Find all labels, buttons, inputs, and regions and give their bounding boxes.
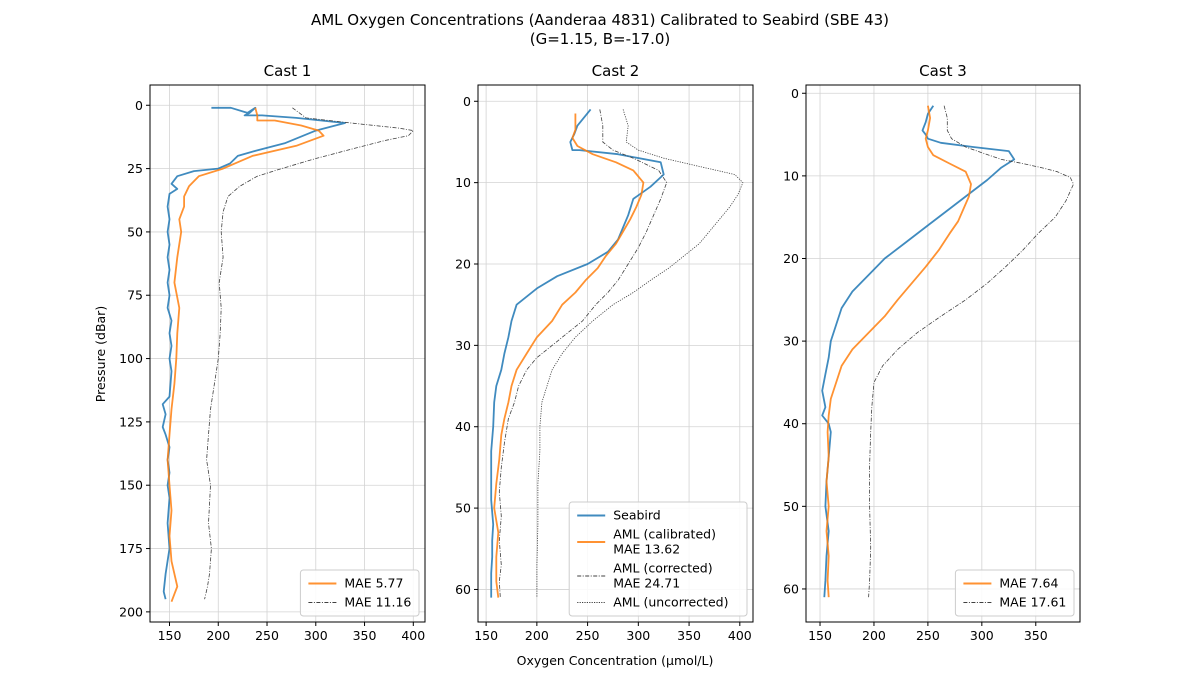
- series-line-calibrated: [493, 113, 645, 598]
- panel-cast-3: 150 200 250 300 350 0 10 20 30 40 50 60 Cast 3 MAE 7.…: [783, 62, 1081, 643]
- x-tick-label: 300: [304, 628, 328, 643]
- y-tick-label: 50: [127, 224, 143, 239]
- x-tick-label: 400: [728, 628, 752, 643]
- panel-cast-2: 150 200 250 300 350 400 0 10 20 30 40 50 60 Cast 2 Sea…: [455, 62, 754, 643]
- panels: 150 200 250 300 350 4000255075100125150175200…: [119, 62, 1081, 643]
- series-line-calibrated: [825, 105, 972, 598]
- y-tick-label: 25: [127, 161, 143, 176]
- legend-label: AML (calibrated): [613, 527, 716, 542]
- panel-title: Cast 3: [919, 62, 967, 80]
- legend-label: AML (corrected): [613, 561, 712, 576]
- y-tick-label: 0: [463, 94, 471, 109]
- legend-box: [568, 501, 748, 617]
- x-tick-label: 150: [158, 628, 182, 643]
- legend-label-mae: MAE 13.62: [613, 542, 680, 557]
- x-tick-label: 350: [1024, 628, 1048, 643]
- legend-label: MAE 5.77: [344, 576, 403, 591]
- legend-box: [299, 569, 420, 617]
- legend: Seabird AML (calibrated)MAE 13.62 AML (cor…: [568, 501, 748, 617]
- x-tick-label: 250: [255, 628, 279, 643]
- series-group: [821, 105, 1074, 598]
- y-tick-label: 0: [791, 86, 799, 101]
- legend-label: MAE 17.61: [999, 595, 1066, 610]
- y-tick-label: 20: [783, 251, 799, 266]
- y-tick-label: 200: [119, 604, 143, 619]
- x-tick-label: 400: [401, 628, 425, 643]
- y-tick-label: 40: [455, 419, 471, 434]
- y-tick-label: 175: [119, 541, 143, 556]
- series-line-corrected: [498, 109, 668, 598]
- x-tick-label: 350: [353, 628, 377, 643]
- series-line-seabird: [490, 108, 665, 598]
- y-tick-label: 10: [783, 168, 799, 183]
- legend-label: Seabird: [613, 508, 661, 523]
- y-tick-label: 125: [119, 414, 143, 429]
- legend-label: MAE 11.16: [344, 595, 411, 610]
- y-tick-label: 100: [119, 351, 143, 366]
- figure-title-line2: (G=1.15, B=-17.0): [530, 30, 671, 48]
- legend: MAE 5.77 MAE 11.16: [299, 569, 420, 617]
- x-tick-label: 150: [474, 628, 498, 643]
- x-tick-label: 350: [677, 628, 701, 643]
- series-line-calibrated: [166, 107, 325, 603]
- x-tick-label: 200: [206, 628, 230, 643]
- series-group: [490, 108, 744, 598]
- axes-frame: [149, 84, 426, 623]
- series-line-uncorrected: [536, 109, 744, 598]
- y-tick-label: 0: [135, 98, 143, 113]
- y-tick-label: 50: [783, 499, 799, 514]
- y-tick-label: 10: [455, 175, 471, 190]
- y-tick-label: 150: [119, 478, 143, 493]
- series-line-corrected: [868, 105, 1074, 598]
- y-axis-label: Pressure (dBar): [93, 306, 108, 402]
- x-tick-label: 250: [916, 628, 940, 643]
- y-tick-label: 30: [783, 334, 799, 349]
- y-tick-label: 60: [783, 581, 799, 596]
- y-tick-label: 30: [455, 338, 471, 353]
- legend-label: MAE 7.64: [999, 576, 1058, 591]
- legend-box: [954, 569, 1075, 617]
- legend-label-mae: MAE 24.71: [613, 576, 680, 591]
- x-tick-label: 200: [862, 628, 886, 643]
- y-tick-label: 75: [127, 288, 143, 303]
- y-tick-label: 50: [455, 501, 471, 516]
- x-tick-label: 150: [808, 628, 832, 643]
- x-tick-label: 300: [626, 628, 650, 643]
- y-tick-label: 40: [783, 416, 799, 431]
- y-tick-label: 20: [455, 257, 471, 272]
- x-tick-label: 300: [970, 628, 994, 643]
- x-axis-label: Oxygen Concentration (μmol/L): [517, 653, 714, 668]
- y-tick-label: 60: [455, 582, 471, 597]
- axes-frame: [805, 84, 1081, 623]
- x-tick-label: 200: [525, 628, 549, 643]
- panel-title: Cast 2: [592, 62, 640, 80]
- panel-cast-1: 150 200 250 300 350 400 0 25 50 75 100 125 150 175 200…: [119, 62, 426, 643]
- x-tick-label: 250: [576, 628, 600, 643]
- panel-title: Cast 1: [264, 62, 312, 80]
- series-line-corrected: [204, 107, 414, 600]
- legend-label: AML (uncorrected): [613, 595, 728, 610]
- figure-title-line1: AML Oxygen Concentrations (Aanderaa 4831…: [311, 11, 889, 29]
- legend: MAE 7.64 MAE 17.61: [954, 569, 1075, 617]
- axes-frame: [477, 84, 754, 623]
- series-group: [161, 106, 414, 603]
